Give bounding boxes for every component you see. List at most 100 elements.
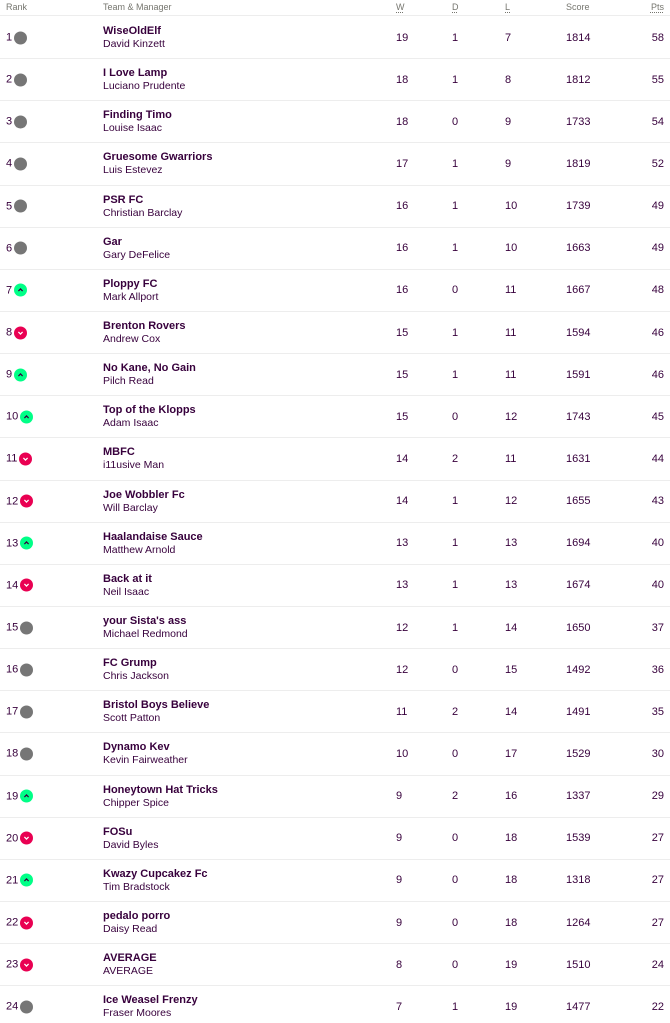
rank-number: 5 (6, 200, 13, 213)
team-cell[interactable]: Gruesome Gwarriors Luis Estevez (103, 151, 212, 177)
team-cell[interactable]: PSR FC Christian Barclay (103, 194, 182, 220)
score-value: 1667 (566, 284, 591, 297)
manager-name: Chipper Spice (103, 796, 169, 809)
team-cell[interactable]: Ice Weasel Frenzy Fraser Moores (103, 994, 198, 1020)
rank-number: 16 (6, 663, 19, 676)
wins-value: 12 (396, 663, 409, 676)
team-cell[interactable]: Finding Timo Louise Isaac (103, 109, 172, 135)
team-cell[interactable]: FOSu David Byles (103, 826, 158, 852)
team-name[interactable]: Finding Timo (103, 109, 172, 122)
draws-value: 1 (452, 326, 459, 339)
team-name[interactable]: Back at it (103, 572, 152, 585)
team-name[interactable]: Kwazy Cupcakez Fc (103, 867, 208, 880)
header-d[interactable]: D (452, 2, 459, 12)
rank-number: 19 (6, 790, 19, 803)
team-cell[interactable]: Haalandaise Sauce Matthew Arnold (103, 531, 203, 557)
team-cell[interactable]: Ploppy FC Mark Allport (103, 278, 158, 304)
team-name[interactable]: FC Grump (103, 657, 157, 670)
team-name[interactable]: WiseOldElf (103, 25, 161, 37)
team-cell[interactable]: Top of the Klopps Adam Isaac (103, 404, 196, 430)
losses-value: 12 (505, 410, 518, 423)
score-value: 1733 (566, 115, 591, 128)
team-cell[interactable]: Gar Gary DeFelice (103, 236, 170, 262)
table-row: 17 Bristol Boys Believe Scott Patton 11 … (0, 691, 670, 734)
header-l[interactable]: L (505, 2, 511, 12)
header-w[interactable]: W (396, 2, 405, 12)
header-team-manager[interactable]: Team & Manager (103, 2, 172, 12)
score-value: 1631 (566, 452, 591, 465)
team-name[interactable]: PSR FC (103, 193, 144, 206)
points-value: 27 (651, 832, 664, 845)
header-pts[interactable]: Pts (650, 2, 664, 12)
team-name[interactable]: Ice Weasel Frenzy (103, 994, 198, 1007)
team-cell[interactable]: MBFC i11usive Man (103, 446, 164, 472)
team-cell[interactable]: Bristol Boys Believe Scott Patton (103, 699, 209, 725)
points-value: 54 (651, 115, 664, 128)
wins-value: 15 (396, 326, 409, 339)
draws-value: 1 (452, 200, 459, 213)
manager-name: David Kinzett (103, 38, 165, 50)
wins-value: 13 (396, 579, 409, 592)
team-name[interactable]: Brenton Rovers (103, 319, 186, 332)
team-name[interactable]: Dynamo Kev (103, 741, 170, 754)
team-cell[interactable]: AVERAGE AVERAGE (103, 952, 157, 978)
movement-up-icon (20, 789, 34, 803)
rank-number: 23 (6, 958, 19, 971)
team-cell[interactable]: FC Grump Chris Jackson (103, 657, 169, 683)
movement-down-icon (14, 326, 28, 340)
rank-cell: 15 (6, 621, 34, 635)
rank-number: 3 (6, 115, 13, 128)
score-value: 1650 (566, 621, 591, 634)
header-rank[interactable]: Rank (6, 2, 28, 12)
team-name[interactable]: No Kane, No Gain (103, 362, 196, 375)
team-name[interactable]: Gar (103, 235, 122, 248)
team-cell[interactable]: WiseOldElf David Kinzett (103, 25, 165, 51)
team-name[interactable]: MBFC (103, 446, 135, 459)
team-name[interactable]: Gruesome Gwarriors (103, 151, 213, 164)
points-value: 46 (651, 368, 664, 381)
team-name[interactable]: Top of the Klopps (103, 404, 196, 417)
score-value: 1663 (566, 242, 591, 255)
table-row: 1 WiseOldElf David Kinzett 19 1 7 1814 5… (0, 17, 670, 60)
team-cell[interactable]: No Kane, No Gain Pilch Read (103, 362, 196, 388)
wins-value: 16 (396, 200, 409, 213)
team-name[interactable]: pedalo porro (103, 909, 171, 922)
team-cell[interactable]: your Sista's ass Michael Redmond (103, 615, 188, 641)
table-row: 13 Haalandaise Sauce Matthew Arnold 13 1… (0, 523, 670, 565)
wins-value: 9 (396, 790, 403, 803)
movement-down-icon (20, 831, 34, 845)
team-name[interactable]: Joe Wobbler Fc (103, 488, 185, 501)
points-value: 48 (651, 284, 664, 297)
wins-value: 9 (396, 874, 403, 887)
team-cell[interactable]: pedalo porro Daisy Read (103, 910, 170, 936)
team-cell[interactable]: Dynamo Kev Kevin Fairweather (103, 741, 188, 767)
team-name[interactable]: FOSu (103, 825, 133, 838)
rank-cell: 11 (6, 452, 33, 466)
team-cell[interactable]: Kwazy Cupcakez Fc Tim Bradstock (103, 868, 208, 894)
team-name[interactable]: Honeytown Hat Tricks (103, 783, 218, 796)
team-name[interactable]: I Love Lamp (103, 67, 168, 80)
team-cell[interactable]: Back at it Neil Isaac (103, 573, 152, 599)
team-cell[interactable]: Honeytown Hat Tricks Chipper Spice (103, 784, 218, 810)
movement-up-icon (14, 283, 28, 297)
team-cell[interactable]: Joe Wobbler Fc Will Barclay (103, 489, 185, 515)
manager-name: Mark Allport (103, 290, 159, 303)
score-value: 1812 (566, 73, 591, 86)
losses-value: 14 (505, 705, 518, 718)
team-name[interactable]: AVERAGE (103, 952, 157, 965)
team-cell[interactable]: Brenton Rovers Andrew Cox (103, 320, 186, 346)
rank-number: 18 (6, 747, 19, 760)
team-name[interactable]: Ploppy FC (103, 277, 158, 290)
movement-same-icon (14, 199, 28, 213)
team-name[interactable]: Haalandaise Sauce (103, 530, 203, 543)
team-name[interactable]: Bristol Boys Believe (103, 699, 210, 712)
header-score[interactable]: Score (566, 2, 590, 12)
manager-name: Fraser Moores (103, 1007, 172, 1020)
rank-number: 12 (6, 495, 19, 508)
losses-value: 9 (505, 157, 512, 170)
points-value: 45 (651, 410, 664, 423)
rank-cell: 4 (6, 157, 28, 171)
team-name[interactable]: your Sista's ass (103, 614, 187, 627)
manager-name: Will Barclay (103, 501, 158, 514)
team-cell[interactable]: I Love Lamp Luciano Prudente (103, 67, 185, 93)
